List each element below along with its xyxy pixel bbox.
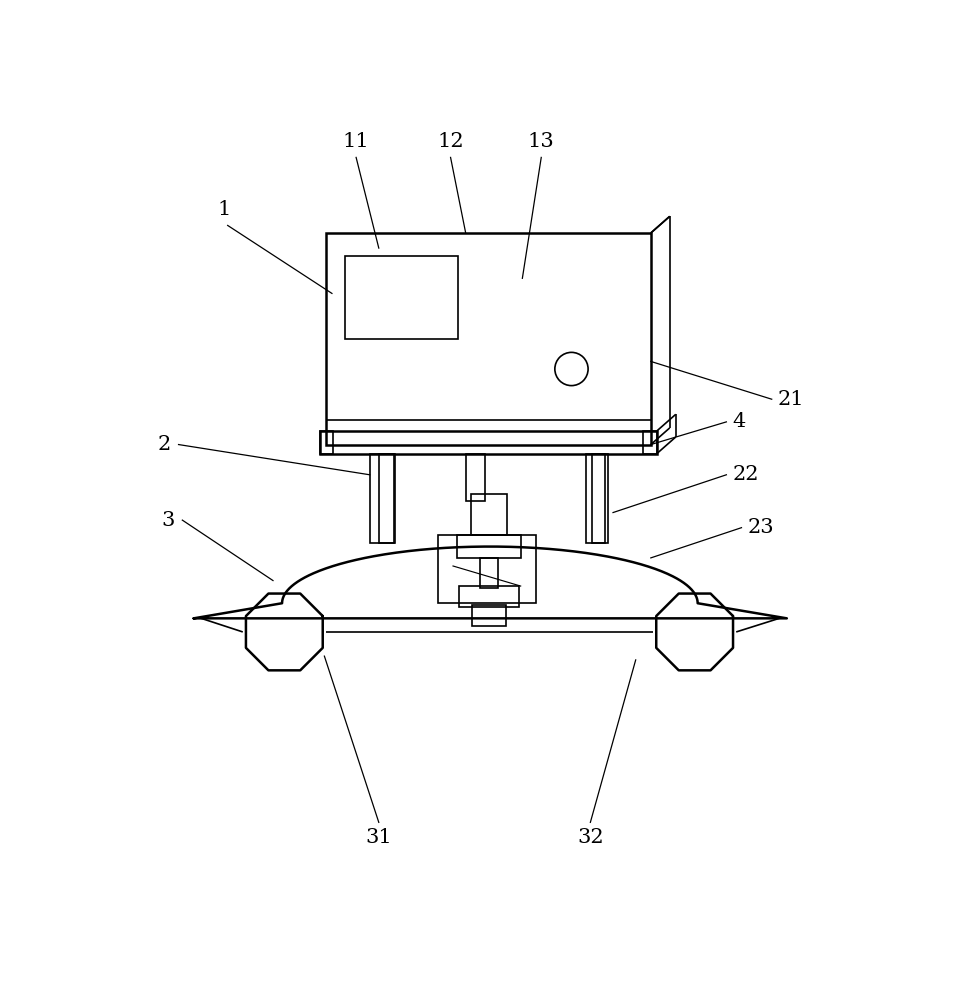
- Bar: [456, 535, 521, 558]
- Text: 3: 3: [162, 511, 175, 530]
- Text: 21: 21: [778, 390, 804, 409]
- Bar: [592, 454, 605, 543]
- Text: 13: 13: [527, 132, 555, 151]
- Bar: [370, 454, 394, 543]
- Bar: [586, 454, 608, 543]
- Bar: [480, 558, 498, 588]
- Bar: [345, 256, 458, 339]
- Bar: [473, 605, 506, 626]
- Text: 12: 12: [437, 132, 464, 151]
- Text: 23: 23: [748, 518, 774, 537]
- Text: 32: 32: [577, 828, 604, 847]
- Text: 31: 31: [366, 828, 392, 847]
- Bar: [644, 431, 657, 454]
- Text: 4: 4: [732, 412, 746, 431]
- Bar: [466, 454, 486, 501]
- Bar: [459, 586, 520, 607]
- Text: 11: 11: [343, 132, 370, 151]
- Bar: [320, 431, 333, 454]
- Bar: [326, 233, 651, 445]
- Text: 22: 22: [732, 465, 759, 484]
- Text: 1: 1: [217, 200, 230, 219]
- Bar: [438, 535, 536, 603]
- Bar: [471, 494, 507, 535]
- Text: 2: 2: [158, 435, 171, 454]
- Bar: [320, 431, 657, 454]
- Bar: [378, 454, 396, 543]
